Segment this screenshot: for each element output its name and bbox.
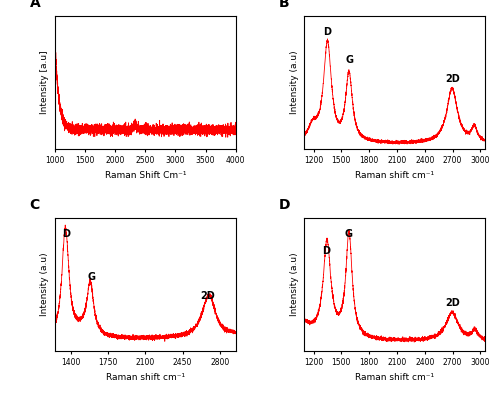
Text: B: B — [279, 0, 289, 11]
Text: A: A — [30, 0, 40, 11]
Text: 2D: 2D — [445, 298, 460, 308]
Text: D: D — [62, 229, 70, 239]
Text: C: C — [30, 199, 40, 212]
X-axis label: Raman shift cm⁻¹: Raman shift cm⁻¹ — [355, 373, 434, 382]
Y-axis label: Intensity (a.u): Intensity (a.u) — [290, 50, 299, 114]
Text: G: G — [345, 229, 353, 239]
Text: D: D — [322, 246, 330, 256]
Text: 2D: 2D — [445, 74, 460, 84]
X-axis label: Raman Shift Cm⁻¹: Raman Shift Cm⁻¹ — [104, 171, 186, 180]
Text: D: D — [324, 27, 332, 37]
Text: 2D: 2D — [200, 291, 216, 301]
X-axis label: Raman shift cm⁻¹: Raman shift cm⁻¹ — [355, 171, 434, 180]
Y-axis label: Intensity [a.u]: Intensity [a.u] — [40, 50, 50, 114]
Y-axis label: Intensity (a.u): Intensity (a.u) — [40, 253, 50, 316]
Text: D: D — [279, 199, 290, 212]
Text: G: G — [346, 55, 354, 65]
Y-axis label: Intensity (a.u): Intensity (a.u) — [290, 253, 299, 316]
Text: G: G — [87, 272, 95, 282]
X-axis label: Raman shift cm⁻¹: Raman shift cm⁻¹ — [106, 373, 185, 382]
